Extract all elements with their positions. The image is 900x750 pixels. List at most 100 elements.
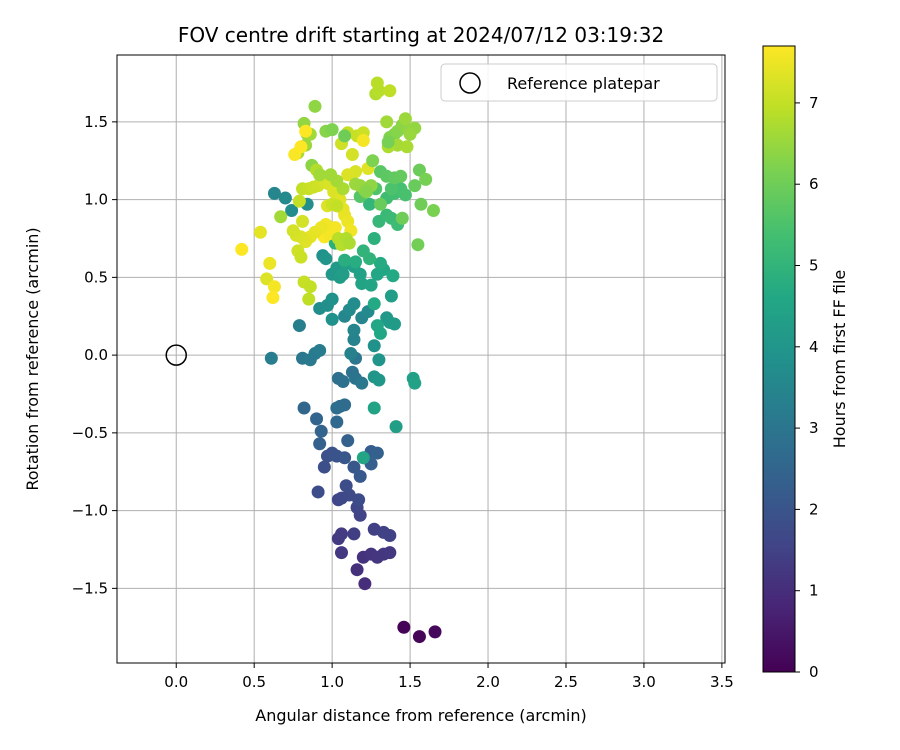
data-point [372, 353, 386, 367]
data-point [278, 191, 292, 205]
x-tick-label: 3.0 [632, 673, 656, 691]
data-point [414, 197, 428, 211]
colorbar-tick-label: 5 [809, 257, 819, 275]
y-tick-label: 1.5 [84, 113, 108, 131]
data-point [313, 343, 327, 357]
data-point [314, 424, 328, 438]
data-point [286, 224, 300, 238]
data-point [310, 412, 324, 426]
x-tick-label: 2.5 [554, 673, 578, 691]
x-axis-ticks: 0.0 0.5 1.0 1.5 2.0 2.5 3.0 3.5 [164, 663, 734, 691]
data-point [412, 630, 426, 644]
data-point [356, 244, 370, 258]
data-point [336, 375, 350, 389]
x-tick-label: 1.0 [320, 673, 344, 691]
data-point [394, 169, 408, 183]
data-point [408, 179, 422, 193]
data-point [292, 319, 306, 333]
data-point [381, 135, 395, 149]
data-point [383, 84, 397, 98]
y-tick-label: −1.5 [72, 579, 108, 597]
x-tick-label: 2.0 [476, 673, 500, 691]
data-point [372, 373, 386, 387]
data-point [384, 182, 398, 196]
data-point [347, 460, 361, 474]
y-tick-label: 0.5 [84, 268, 108, 286]
data-point [317, 460, 331, 474]
data-point [383, 546, 397, 560]
data-point [325, 123, 339, 137]
data-point [266, 291, 280, 305]
data-point [400, 140, 414, 154]
data-point [345, 148, 359, 162]
x-tick-label: 1.5 [398, 673, 422, 691]
colorbar-tick-label: 6 [809, 175, 819, 193]
y-tick-label: 1.0 [84, 191, 108, 209]
data-point [398, 112, 412, 126]
data-point [367, 297, 381, 311]
data-point [253, 225, 267, 239]
data-point [373, 326, 387, 340]
data-point [338, 129, 352, 143]
data-point [383, 528, 397, 542]
data-point [367, 339, 381, 353]
data-point [411, 238, 425, 252]
data-point [370, 76, 384, 90]
y-tick-label: −0.5 [72, 424, 108, 442]
y-axis-label: Rotation from reference (arcmin) [23, 227, 42, 490]
scatter-points [235, 76, 442, 644]
data-point [364, 278, 378, 292]
colorbar-tick-label: 1 [809, 582, 819, 600]
data-point [342, 236, 356, 250]
data-point [428, 625, 442, 639]
data-point [341, 434, 355, 448]
data-point [302, 292, 316, 306]
data-point [324, 168, 338, 182]
data-point [395, 211, 409, 225]
data-point [373, 256, 387, 270]
colorbar-tick-label: 7 [809, 94, 819, 112]
data-point [330, 415, 344, 429]
legend-entry-reference-platepar: Reference platepar [507, 74, 660, 93]
data-point [267, 186, 281, 200]
chart-title: FOV centre drift starting at 2024/07/12 … [178, 23, 664, 47]
data-point [285, 203, 299, 217]
data-point [370, 446, 384, 460]
data-point [347, 323, 361, 337]
data-point [367, 231, 381, 245]
colorbar: 0 1 2 3 4 5 6 7 Hours from first FF file [762, 45, 849, 681]
data-point [358, 577, 372, 591]
data-point [347, 527, 361, 541]
x-tick-label: 0.0 [164, 673, 188, 691]
data-point [387, 317, 401, 331]
data-point [347, 297, 361, 311]
data-point [303, 280, 317, 294]
x-axis-label: Angular distance from reference (arcmin) [255, 706, 586, 725]
colorbar-ticks: 0 1 2 3 4 5 6 7 [795, 94, 819, 681]
data-point [367, 401, 381, 415]
data-point [296, 214, 310, 228]
data-point [274, 210, 288, 224]
data-point [299, 124, 313, 138]
data-point [386, 269, 400, 283]
y-tick-label: 0.0 [84, 346, 108, 364]
data-point [264, 351, 278, 365]
data-point [330, 401, 344, 415]
data-point [419, 172, 433, 186]
x-tick-label: 0.5 [242, 673, 266, 691]
data-point [338, 253, 352, 267]
data-point [397, 620, 411, 634]
data-point [308, 99, 322, 113]
data-point [319, 252, 333, 266]
colorbar-gradient [762, 45, 796, 673]
y-axis-ticks: −1.5 −1.0 −0.5 0.0 0.5 1.0 1.5 [72, 113, 117, 597]
data-point [359, 185, 373, 199]
plot-background [117, 55, 725, 663]
legend-box [440, 63, 718, 102]
legend: Reference platepar [440, 63, 718, 102]
colorbar-tick-label: 4 [809, 338, 819, 356]
data-point [356, 134, 370, 148]
data-point [336, 267, 350, 281]
data-point [341, 168, 355, 182]
data-point [347, 333, 361, 347]
